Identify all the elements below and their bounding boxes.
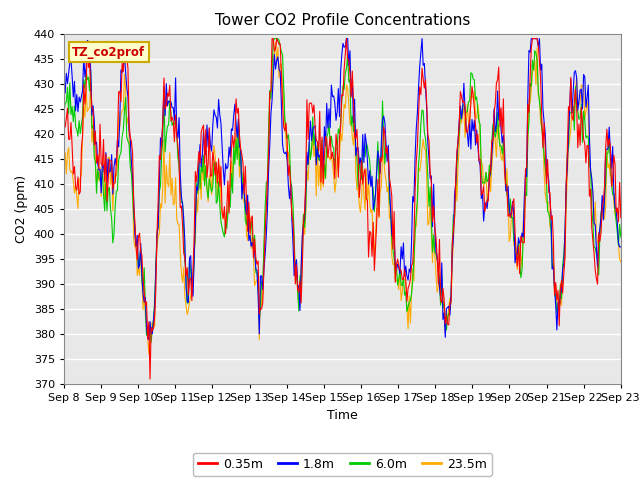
X-axis label: Time: Time (327, 408, 358, 421)
Text: TZ_co2prof: TZ_co2prof (72, 46, 145, 59)
Legend: 0.35m, 1.8m, 6.0m, 23.5m: 0.35m, 1.8m, 6.0m, 23.5m (193, 453, 492, 476)
Title: Tower CO2 Profile Concentrations: Tower CO2 Profile Concentrations (214, 13, 470, 28)
Y-axis label: CO2 (ppm): CO2 (ppm) (15, 175, 28, 243)
